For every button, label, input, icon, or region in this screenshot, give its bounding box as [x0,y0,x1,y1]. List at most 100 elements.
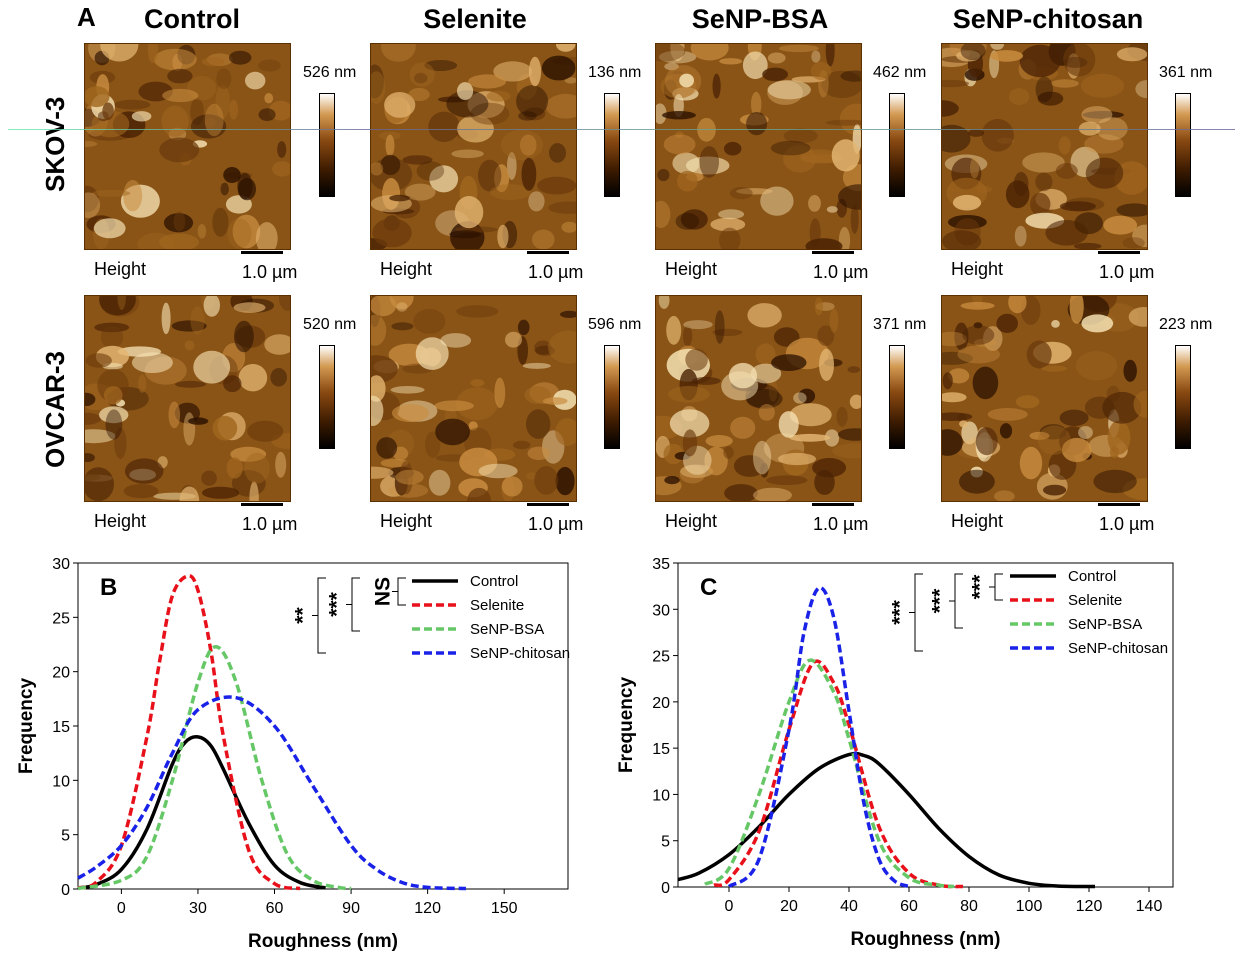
colorbar-max-label-skov3-senp-bsa: 462 nm [873,64,927,81]
y-tick-label-c: 15 [652,741,670,758]
x-tick-label-c: 100 [1016,898,1043,915]
series-line-b-senp-bsa [77,644,352,891]
y-axis-label-b: Frequency [16,678,37,775]
scale-bar-skov3-selenite [527,251,569,254]
y-tick-label-b: 30 [52,556,70,573]
legend-label-b: SeNP-BSA [470,621,544,638]
x-tick-label-b: 60 [266,900,284,917]
afm-image-skov3-senp-bsa [655,43,862,250]
afm-image-ovcar3-control [84,295,291,502]
y-tick-label-c: 20 [652,695,670,712]
x-tick-label-c: 120 [1076,898,1103,915]
afm-image-ovcar3-selenite [370,295,577,502]
afm-image-skov3-senp-chitosan [941,43,1148,250]
colorbar-ovcar3-senp-bsa [889,345,905,449]
significance-bracket-b [312,577,326,654]
significance-label-c: *** [889,599,912,624]
scale-label-skov3-control: 1.0 µm [242,262,298,282]
colorbar-max-label-ovcar3-senp-chitosan: 223 nm [1159,316,1213,333]
height-label-skov3-selenite: Height [380,259,433,279]
colorbar-skov3-control [319,93,335,197]
significance-label-b: ** [292,607,315,624]
series-line-c-senp-chitosan [727,586,910,889]
y-tick-label-c: 25 [652,649,670,666]
series-line-c-selenite [713,659,964,889]
scale-bar-skov3-control [241,251,283,254]
afm-image-skov3-control [84,43,291,250]
x-tick-label-c: 40 [840,898,858,915]
height-label-skov3-control: Height [94,259,147,279]
x-tick-label-c: 60 [900,898,918,915]
x-tick-label-b: 90 [342,900,360,917]
afm-image-skov3-selenite [370,43,577,250]
colorbar-ovcar3-selenite [604,345,620,449]
y-tick-label-b: 15 [52,719,70,736]
afm-image-ovcar3-senp-chitosan [941,295,1148,502]
legend-label-c: Control [1068,568,1116,585]
series-line-b-senp-chitosan [77,695,466,891]
scale-bar-ovcar3-selenite [527,503,569,506]
significance-bracket-c [989,573,1003,601]
y-tick-label-c: 0 [661,880,670,897]
y-tick-label-b: 20 [52,665,70,682]
significance-label-c: *** [929,588,952,613]
chart-b: 0 30 60 90 120 150 0 5 10 15 20 25 30 Roughness (nm) F… [16,556,570,952]
plot-frame-c [677,562,1174,888]
significance-label-b: NS [372,577,395,606]
scale-label-skov3-senp-chitosan: 1.0 µm [1099,262,1155,282]
x-tick-label-c: 0 [725,898,734,915]
height-label-ovcar3-control: Height [94,511,147,531]
significance-bracket-b [346,577,360,632]
colorbar-max-label-skov3-control: 526 nm [303,64,357,81]
significance-label-b: *** [326,591,349,616]
height-label-skov3-senp-chitosan: Height [951,259,1004,279]
scale-label-skov3-senp-bsa: 1.0 µm [813,262,869,282]
x-tick-label-b: 0 [117,900,126,917]
legend-label-c: Selenite [1068,592,1122,609]
y-tick-label-c: 5 [661,834,670,851]
y-tick-label-c: 35 [652,556,670,573]
y-tick-label-b: 10 [52,773,70,790]
panel-a-letter: A [77,2,96,32]
legend-label-b: Selenite [470,597,524,614]
y-tick-label-b: 5 [61,828,70,845]
legend-label-c: SeNP-BSA [1068,616,1142,633]
significance-bracket-b [392,577,406,606]
series-line-c-control [677,751,1096,889]
colorbar-max-label-ovcar3-senp-bsa: 371 nm [873,316,927,333]
row-label-ovcar3: OVCAR-3 [40,350,70,468]
colorbar-max-label-ovcar3-control: 520 nm [303,316,357,333]
y-axis-label-c: Frequency [616,677,637,774]
colorbar-max-label-skov3-senp-chitosan: 361 nm [1159,64,1213,81]
x-axis-label-c: Roughness (nm) [851,929,1001,950]
scale-label-skov3-selenite: 1.0 µm [528,262,584,282]
x-tick-label-b: 120 [414,900,441,917]
colorbar-skov3-senp-bsa [889,93,905,197]
height-label-skov3-senp-bsa: Height [665,259,718,279]
legend-label-c: SeNP-chitosan [1068,640,1168,657]
scan-line-artifact [8,129,1235,130]
y-tick-label-c: 10 [652,787,670,804]
scale-bar-ovcar3-senp-bsa [812,503,854,506]
scale-bar-skov3-senp-chitosan [1098,251,1140,254]
legend-label-b: Control [470,573,518,590]
colorbar-max-label-ovcar3-selenite: 596 nm [588,316,642,333]
afm-image-ovcar3-senp-bsa [655,295,862,502]
row-label-skov3: SKOV-3 [40,96,70,192]
x-tick-label-b: 30 [189,900,207,917]
y-tick-label-c: 30 [652,602,670,619]
colorbar-max-label-skov3-selenite: 136 nm [588,64,642,81]
panel-letter-c: C [700,574,717,601]
column-title-control: Control [144,4,240,34]
scale-label-ovcar3-senp-bsa: 1.0 µm [813,514,869,534]
colorbar-skov3-selenite [604,93,620,197]
significance-bracket-c [949,573,963,629]
colorbar-ovcar3-senp-chitosan [1175,345,1191,449]
series-line-b-control [77,735,326,890]
series-line-c-senp-bsa [704,658,955,889]
chart-c: 0 20 40 60 80 100 120 140 0 5 10 15 20 25 30 35 Roughnes… [616,556,1174,950]
scale-bar-ovcar3-senp-chitosan [1098,503,1140,506]
height-label-ovcar3-senp-chitosan: Height [951,511,1004,531]
colorbar-skov3-senp-chitosan [1175,93,1191,197]
scale-bar-ovcar3-control [241,503,283,506]
